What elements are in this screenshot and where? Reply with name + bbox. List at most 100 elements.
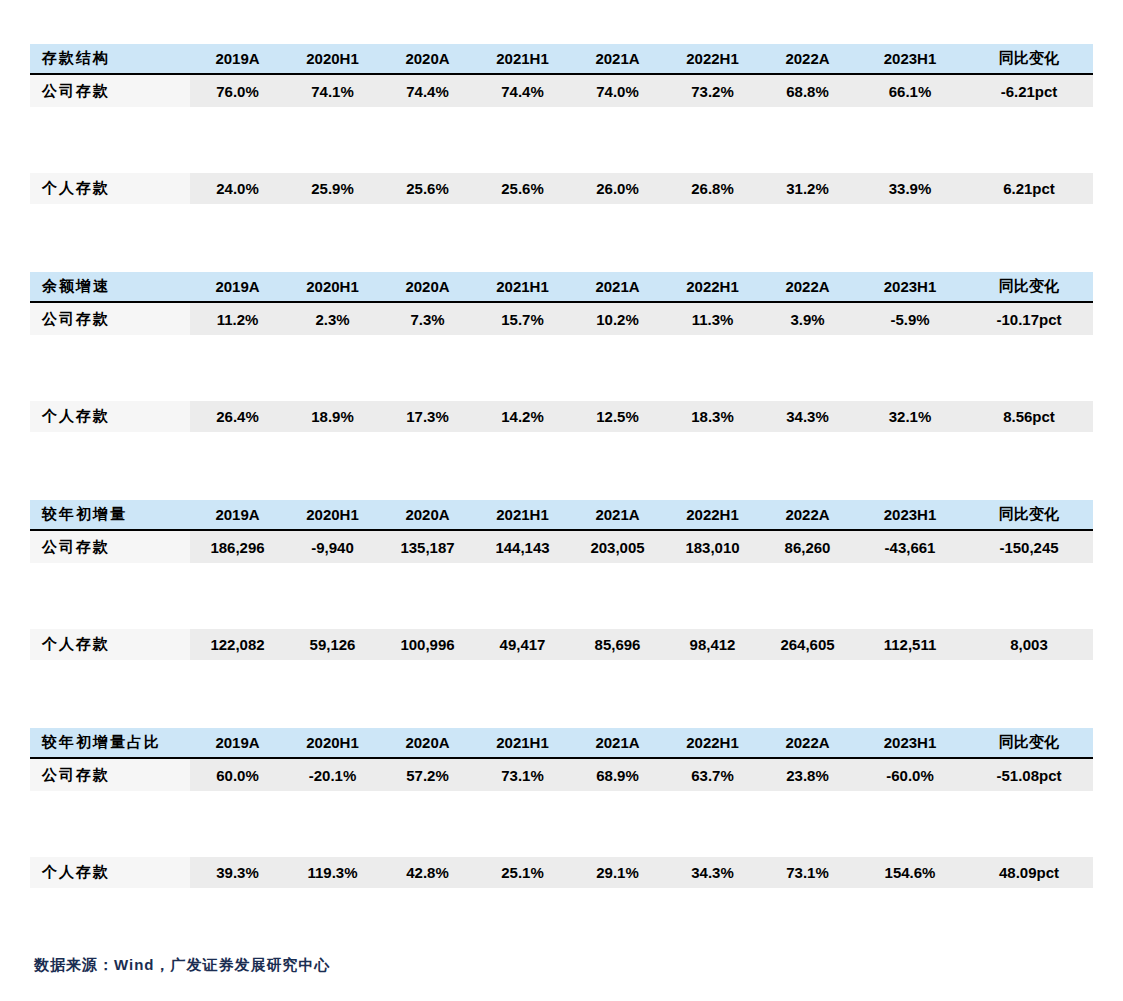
data-cell: -10.17pct	[965, 302, 1093, 335]
data-cell: 73.2%	[665, 74, 760, 107]
table-row: 个人存款 24.0% 25.9% 25.6% 25.6% 26.0% 26.8%…	[30, 173, 1093, 204]
data-cell: 63.7%	[665, 758, 760, 791]
data-cell: 26.0%	[570, 173, 665, 204]
data-cell: 264,605	[760, 629, 855, 660]
data-cell: 3.9%	[760, 302, 855, 335]
data-cell: 39.3%	[190, 857, 285, 888]
data-cell: 66.1%	[855, 74, 965, 107]
row-label: 公司存款	[30, 758, 190, 791]
data-cell: 73.1%	[475, 758, 570, 791]
data-cell: 76.0%	[190, 74, 285, 107]
column-header: 2020H1	[285, 44, 380, 74]
data-cell: 26.4%	[190, 401, 285, 432]
column-header: 2020H1	[285, 272, 380, 302]
data-cell: 135,187	[380, 530, 475, 563]
column-header: 2019A	[190, 44, 285, 74]
data-cell: 154.6%	[855, 857, 965, 888]
data-cell: 11.3%	[665, 302, 760, 335]
column-header: 2020H1	[285, 728, 380, 758]
data-cell: 59,126	[285, 629, 380, 660]
data-cell: 48.09pct	[965, 857, 1093, 888]
column-header: 2020A	[380, 272, 475, 302]
table-title: 较年初增量占比	[30, 728, 190, 758]
data-cell: -6.21pct	[965, 74, 1093, 107]
data-cell: 17.3%	[380, 401, 475, 432]
data-cell: 186,296	[190, 530, 285, 563]
data-cell: 10.2%	[570, 302, 665, 335]
column-header: 2020A	[380, 44, 475, 74]
row-label: 个人存款	[30, 629, 190, 660]
table-row: 个人存款 26.4% 18.9% 17.3% 14.2% 12.5% 18.3%…	[30, 401, 1093, 432]
data-cell: 33.9%	[855, 173, 965, 204]
data-cell: 60.0%	[190, 758, 285, 791]
data-cell: 8.56pct	[965, 401, 1093, 432]
table-title: 存款结构	[30, 44, 190, 74]
data-cell: 42.8%	[380, 857, 475, 888]
data-cell: 74.4%	[380, 74, 475, 107]
deposit-structure-table: 存款结构 2019A 2020H1 2020A 2021H1 2021A 202…	[30, 44, 1093, 204]
column-header: 2019A	[190, 728, 285, 758]
data-cell: 18.3%	[665, 401, 760, 432]
data-cell: -5.9%	[855, 302, 965, 335]
data-cell: 34.3%	[665, 857, 760, 888]
data-cell: 74.1%	[285, 74, 380, 107]
table-ytd-increase-share: 较年初增量占比 2019A 2020H1 2020A 2021H1 2021A …	[30, 728, 1123, 888]
data-cell: 15.7%	[475, 302, 570, 335]
row-spacer	[30, 791, 1093, 857]
data-cell: 86,260	[760, 530, 855, 563]
data-cell: 31.2%	[760, 173, 855, 204]
table-row: 公司存款 60.0% -20.1% 57.2% 73.1% 68.9% 63.7…	[30, 758, 1093, 791]
column-header: 2019A	[190, 272, 285, 302]
column-header: 2020A	[380, 500, 475, 530]
column-header: 2023H1	[855, 272, 965, 302]
column-header: 2021A	[570, 272, 665, 302]
data-source-text: 数据来源：Wind，广发证券发展研究中心	[34, 956, 331, 973]
balance-growth-table: 余额增速 2019A 2020H1 2020A 2021H1 2021A 202…	[30, 272, 1093, 432]
table-row: 公司存款 186,296 -9,940 135,187 144,143 203,…	[30, 530, 1093, 563]
data-cell: 203,005	[570, 530, 665, 563]
column-header: 2020A	[380, 728, 475, 758]
header-row: 较年初增量占比 2019A 2020H1 2020A 2021H1 2021A …	[30, 728, 1093, 758]
table-deposit-structure: 存款结构 2019A 2020H1 2020A 2021H1 2021A 202…	[30, 44, 1123, 204]
column-header: 同比变化	[965, 44, 1093, 74]
data-cell: 18.9%	[285, 401, 380, 432]
column-header: 2022H1	[665, 44, 760, 74]
column-header: 2023H1	[855, 44, 965, 74]
data-cell: 26.8%	[665, 173, 760, 204]
data-cell: 7.3%	[380, 302, 475, 335]
data-cell: 112,511	[855, 629, 965, 660]
table-title: 较年初增量	[30, 500, 190, 530]
table-row: 公司存款 76.0% 74.1% 74.4% 74.4% 74.0% 73.2%…	[30, 74, 1093, 107]
row-label: 公司存款	[30, 302, 190, 335]
data-cell: 23.8%	[760, 758, 855, 791]
data-cell: 34.3%	[760, 401, 855, 432]
data-cell: 11.2%	[190, 302, 285, 335]
data-cell: 68.8%	[760, 74, 855, 107]
data-cell: 144,143	[475, 530, 570, 563]
data-cell: 74.4%	[475, 74, 570, 107]
column-header: 2022H1	[665, 272, 760, 302]
column-header: 2021A	[570, 728, 665, 758]
column-header: 同比变化	[965, 272, 1093, 302]
data-cell: 119.3%	[285, 857, 380, 888]
data-cell: 6.21pct	[965, 173, 1093, 204]
row-spacer	[30, 107, 1093, 173]
data-cell: 24.0%	[190, 173, 285, 204]
column-header: 2020H1	[285, 500, 380, 530]
row-label: 个人存款	[30, 173, 190, 204]
column-header: 2023H1	[855, 728, 965, 758]
column-header: 2019A	[190, 500, 285, 530]
column-header: 2021H1	[475, 272, 570, 302]
column-header: 2022A	[760, 728, 855, 758]
column-header: 2022H1	[665, 728, 760, 758]
data-cell: -9,940	[285, 530, 380, 563]
table-title: 余额增速	[30, 272, 190, 302]
data-cell: 68.9%	[570, 758, 665, 791]
data-cell: 25.6%	[380, 173, 475, 204]
data-cell: -43,661	[855, 530, 965, 563]
ytd-increase-share-table: 较年初增量占比 2019A 2020H1 2020A 2021H1 2021A …	[30, 728, 1093, 888]
data-cell: 25.6%	[475, 173, 570, 204]
table-row: 个人存款 39.3% 119.3% 42.8% 25.1% 29.1% 34.3…	[30, 857, 1093, 888]
data-cell: 85,696	[570, 629, 665, 660]
table-ytd-increase: 较年初增量 2019A 2020H1 2020A 2021H1 2021A 20…	[30, 500, 1123, 660]
